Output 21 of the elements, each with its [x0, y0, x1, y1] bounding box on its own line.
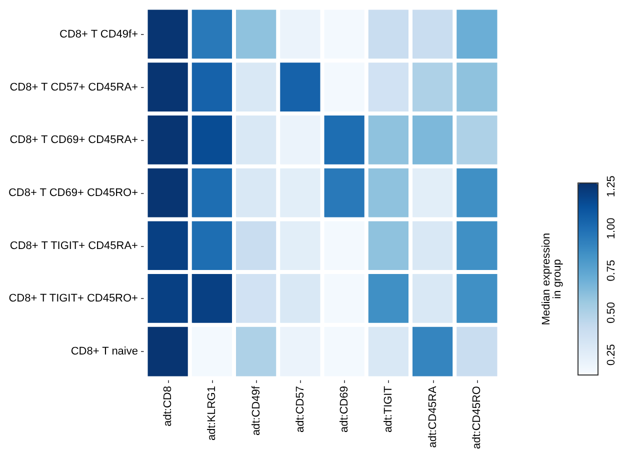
y-tick-label: CD8+ T CD69+ CD45RA+ — [10, 134, 138, 146]
y-tick-label: CD8+ T naive — [70, 346, 138, 358]
x-tick-label: adt:TIGIT — [382, 386, 395, 432]
color-bar-label: 0.25 — [606, 344, 618, 366]
x-tick-label: adt:KLRG1 — [206, 386, 218, 440]
y-tick-label: CD8+ T TIGIT+ CD45RA+ — [10, 240, 138, 252]
y-tick-label: CD8+ T TIGIT+ CD45RO+ — [8, 292, 138, 305]
color-bar-label: 0.75 — [606, 260, 618, 282]
color-bar-label: 0.50 — [606, 302, 618, 324]
x-tick-label: adt:CD45RO — [470, 386, 483, 450]
x-tick-label: adt:CD57 — [294, 386, 306, 433]
x-tick-label: adt:CD45RA — [426, 385, 439, 448]
color-bar-title: Median expression in group — [540, 232, 564, 326]
x-tick-label: adt:CD8 — [162, 386, 174, 426]
color-bar-label: 1.00 — [606, 218, 618, 240]
x-tick-label: adt:CD49f — [250, 385, 262, 436]
x-tick-label: adt:CD69 — [338, 386, 351, 433]
color-bar-label: 1.25 — [606, 176, 618, 198]
y-tick-label: CD8+ T CD69+ CD45RO+ — [8, 187, 138, 200]
y-tick-label: CD8+ T CD49f+ — [60, 28, 138, 40]
y-tick-label: CD8+ T CD57+ CD45RA+ — [10, 81, 138, 94]
